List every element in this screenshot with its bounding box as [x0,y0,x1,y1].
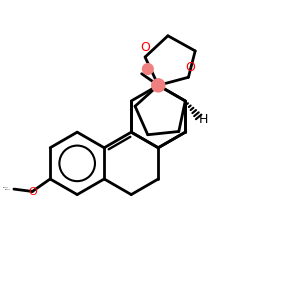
Text: O: O [28,187,37,197]
Text: O: O [185,61,195,74]
Circle shape [152,79,165,92]
Text: O: O [140,40,150,53]
Text: H: H [198,113,208,126]
Text: methoxy: methoxy [2,187,9,188]
Circle shape [142,64,153,74]
Text: methoxy: methoxy [5,188,11,190]
